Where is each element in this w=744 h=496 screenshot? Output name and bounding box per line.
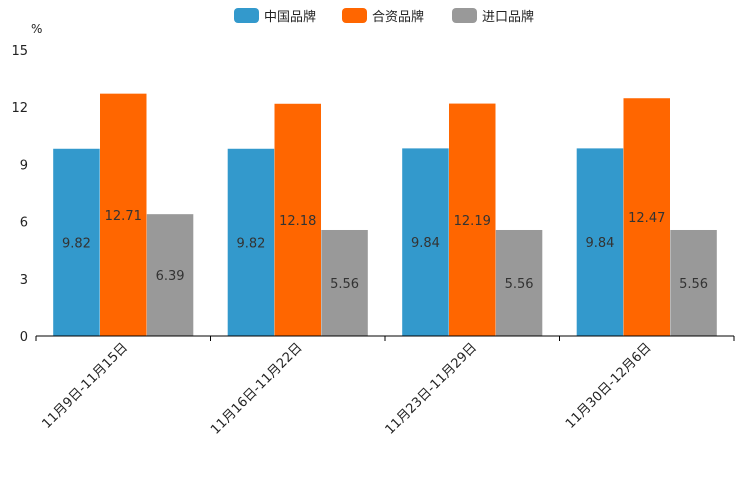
x-tick-label: 11月9日-11月15日: [39, 340, 131, 432]
legend: 中国品牌 合资品牌 进口品牌: [234, 8, 534, 25]
data-label: 12.71: [105, 209, 142, 224]
data-label: 12.18: [279, 214, 316, 229]
bar: [576, 148, 624, 336]
data-label: 6.39: [156, 269, 185, 284]
y-tick-label: 0: [20, 330, 28, 345]
y-axis-unit-label: %: [31, 22, 42, 36]
x-tick-label: 11月30日-12月6日: [563, 340, 655, 432]
bar: [146, 214, 194, 336]
data-label: 9.84: [585, 236, 614, 251]
bar: [495, 229, 543, 336]
y-tick-label: 3: [20, 273, 28, 288]
x-tick-label: 11月23日-11月29日: [383, 340, 480, 437]
bar: [623, 98, 670, 336]
bar: [53, 148, 100, 336]
data-label: 12.47: [628, 211, 665, 226]
data-label: 9.84: [411, 236, 440, 251]
bar: [402, 148, 449, 336]
bar: [670, 229, 717, 336]
legend-swatch: [342, 8, 367, 23]
data-label: 5.56: [505, 277, 534, 292]
legend-label: 进口品牌: [482, 9, 534, 25]
y-tick-label: 12: [11, 101, 28, 116]
x-axis-ticks: 11月9日-11月15日 11月16日-11月22日 11月23日-11月29日 11…: [35, 336, 735, 438]
data-label: 5.56: [330, 277, 359, 292]
legend-swatch: [234, 8, 259, 23]
legend-swatch: [452, 8, 477, 23]
data-labels: 9.82 12.71 6.39 9.82 12.18 5.56 9.84 12.19 5.56 9…: [62, 209, 708, 292]
y-tick-label: 6: [20, 216, 28, 231]
bar: [274, 103, 321, 336]
data-label: 9.82: [62, 236, 91, 251]
y-axis-ticks: 0 3 6 9 12 15: [11, 44, 28, 345]
legend-label: 中国品牌: [264, 9, 316, 25]
y-tick-label: 9: [20, 158, 28, 173]
bar: [100, 93, 147, 337]
bar: [227, 148, 275, 336]
data-label: 9.82: [236, 236, 265, 251]
y-tick-label: 15: [11, 44, 28, 59]
data-label: 12.19: [454, 214, 491, 229]
bar: [449, 103, 496, 336]
data-label: 5.56: [679, 277, 708, 292]
x-tick-label: 11月16日-11月22日: [208, 340, 305, 437]
bars: [53, 93, 717, 337]
bar: [321, 229, 368, 336]
legend-label: 合资品牌: [372, 9, 424, 25]
